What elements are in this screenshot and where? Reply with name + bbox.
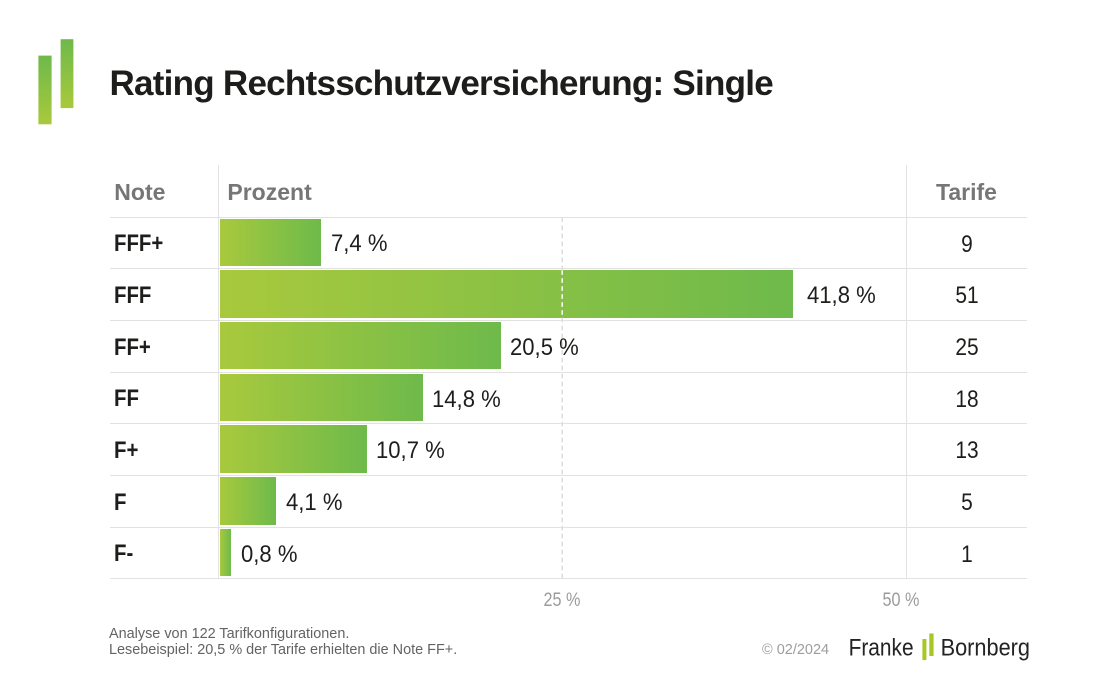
svg-text:Bornberg: Bornberg xyxy=(941,635,1030,662)
svg-text:Franke: Franke xyxy=(849,635,914,662)
